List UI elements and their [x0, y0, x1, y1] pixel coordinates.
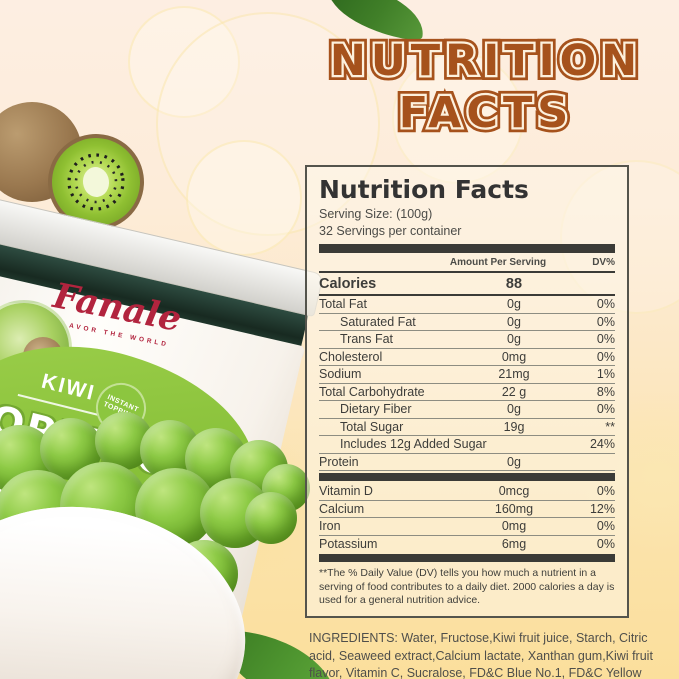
nutrient-dv: 12% — [589, 501, 615, 516]
servings-per-container: 32 Servings per container — [319, 223, 462, 238]
calories-value: 88 — [505, 275, 523, 292]
serving-size: Serving Size: (100g) — [319, 206, 433, 221]
nutrient-amount: 0g — [507, 454, 521, 469]
nutrition-row: Potassium 6mg 0% — [319, 536, 615, 553]
dv-column-header: DV% — [592, 257, 615, 269]
nutrient-amount: 19g — [503, 419, 525, 434]
nutrient-dv: 0% — [596, 297, 615, 312]
nutrient-dv: ** — [605, 419, 615, 434]
nutrient-dv: 8% — [596, 384, 615, 399]
nutrient-amount: 160mg — [494, 501, 534, 516]
nutrient-label: Trans Fat — [340, 332, 394, 347]
nutrient-dv: 24% — [589, 437, 615, 452]
header-divider — [319, 270, 615, 274]
nutrition-row: Protein 0g — [319, 454, 615, 472]
title-line-2: FACTS FACTS FACTS — [394, 83, 574, 143]
nutrient-dv: 0% — [596, 536, 615, 551]
nutrient-amount: 0mg — [501, 519, 527, 534]
calories-row: Calories 88 — [319, 273, 615, 297]
nutrition-row: Vitamin D 0mcg 0% — [319, 483, 615, 501]
background-bubble — [186, 140, 302, 256]
nutrition-facts-panel: Nutrition Facts Serving Size: (100g) 32 … — [305, 165, 629, 619]
nutrient-amount: 22 g — [501, 384, 527, 399]
nutrient-label: Cholesterol — [319, 349, 383, 364]
nutrition-row: Calcium 160mg 12% — [319, 501, 615, 519]
ingredients-text: INGREDIENTS: Water, Fructose,Kiwi fruit … — [309, 631, 653, 679]
nutrient-dv: 0% — [596, 332, 615, 347]
nutrition-row: Includes 12g Added Sugar 24% — [319, 436, 615, 454]
nutrient-dv: 1% — [596, 367, 615, 382]
nutrient-dv: 0% — [596, 314, 615, 329]
nutrient-label: Includes 12g Added Sugar — [340, 437, 487, 452]
boba-pearl — [245, 492, 297, 544]
nutrition-row: Trans Fat 0g 0% — [319, 331, 615, 349]
nutrient-label: Calcium — [319, 501, 365, 516]
nutrient-rows: Total Fat 0g 0% Saturated Fat 0g 0% Tran… — [319, 296, 615, 472]
nutrient-label: Vitamin D — [319, 484, 373, 499]
nutrient-label: Potassium — [319, 536, 378, 551]
nutrition-row: Total Carbohydrate 22 g 8% — [319, 384, 615, 402]
nutrition-row: Saturated Fat 0g 0% — [319, 314, 615, 332]
title-line-1: NUTRITION NUTRITION NUTRITION — [325, 31, 643, 91]
nutrient-dv: 0% — [596, 484, 615, 499]
nutrient-label: Total Sugar — [340, 419, 404, 434]
nutrient-amount: 0g — [507, 297, 521, 312]
info-column: NUTRITION NUTRITION NUTRITION FACTS FACT… — [305, 31, 667, 679]
nutrient-label: Sodium — [319, 367, 362, 382]
nutrient-amount: 0g — [507, 332, 521, 347]
column-header-row: Amount Per Serving DV% — [319, 255, 615, 271]
nutrient-dv: 0% — [596, 402, 615, 417]
nutrient-label: Saturated Fat — [340, 314, 416, 329]
nutrition-row: Total Sugar 19g ** — [319, 419, 615, 437]
nutrition-row: Total Fat 0g 0% — [319, 296, 615, 314]
nutrient-label: Protein — [319, 454, 359, 469]
nutrition-row: Iron 0mg 0% — [319, 518, 615, 536]
nutrition-row: Dietary Fiber 0g 0% — [319, 401, 615, 419]
divider-bar — [319, 554, 615, 563]
nutrient-amount: 0g — [507, 402, 521, 417]
panel-title: Nutrition Facts — [319, 175, 529, 205]
page-title: NUTRITION NUTRITION NUTRITION FACTS FACT… — [319, 31, 653, 143]
amount-column-header: Amount Per Serving — [449, 257, 547, 269]
nutrient-label: Total Carbohydrate — [319, 384, 425, 399]
kiwi-fruit-half — [47, 134, 144, 230]
vitamin-rows: Vitamin D 0mcg 0% Calcium 160mg 12% Iron… — [319, 483, 615, 552]
nutrition-row: Cholesterol 0mg 0% — [319, 349, 615, 367]
nutrient-amount: 0g — [507, 314, 521, 329]
nutrient-dv: 0% — [596, 519, 615, 534]
divider-bar — [319, 473, 615, 482]
divider-bar — [319, 243, 615, 253]
nutrient-amount: 6mg — [501, 536, 527, 551]
calories-label: Calories — [319, 275, 377, 292]
nutrient-label: Iron — [319, 519, 341, 534]
nutrient-label: Total Fat — [319, 297, 367, 312]
nutrient-dv: 0% — [596, 349, 615, 364]
nutrient-amount: 0mg — [501, 349, 527, 364]
nutrient-amount: 21mg — [498, 367, 530, 382]
nutrient-label: Dietary Fiber — [340, 402, 412, 417]
nutrient-amount: 0mcg — [498, 484, 530, 499]
nutrition-row: Sodium 21mg 1% — [319, 366, 615, 384]
dv-footnote: **The % Daily Value (DV) tells you how m… — [319, 567, 615, 607]
